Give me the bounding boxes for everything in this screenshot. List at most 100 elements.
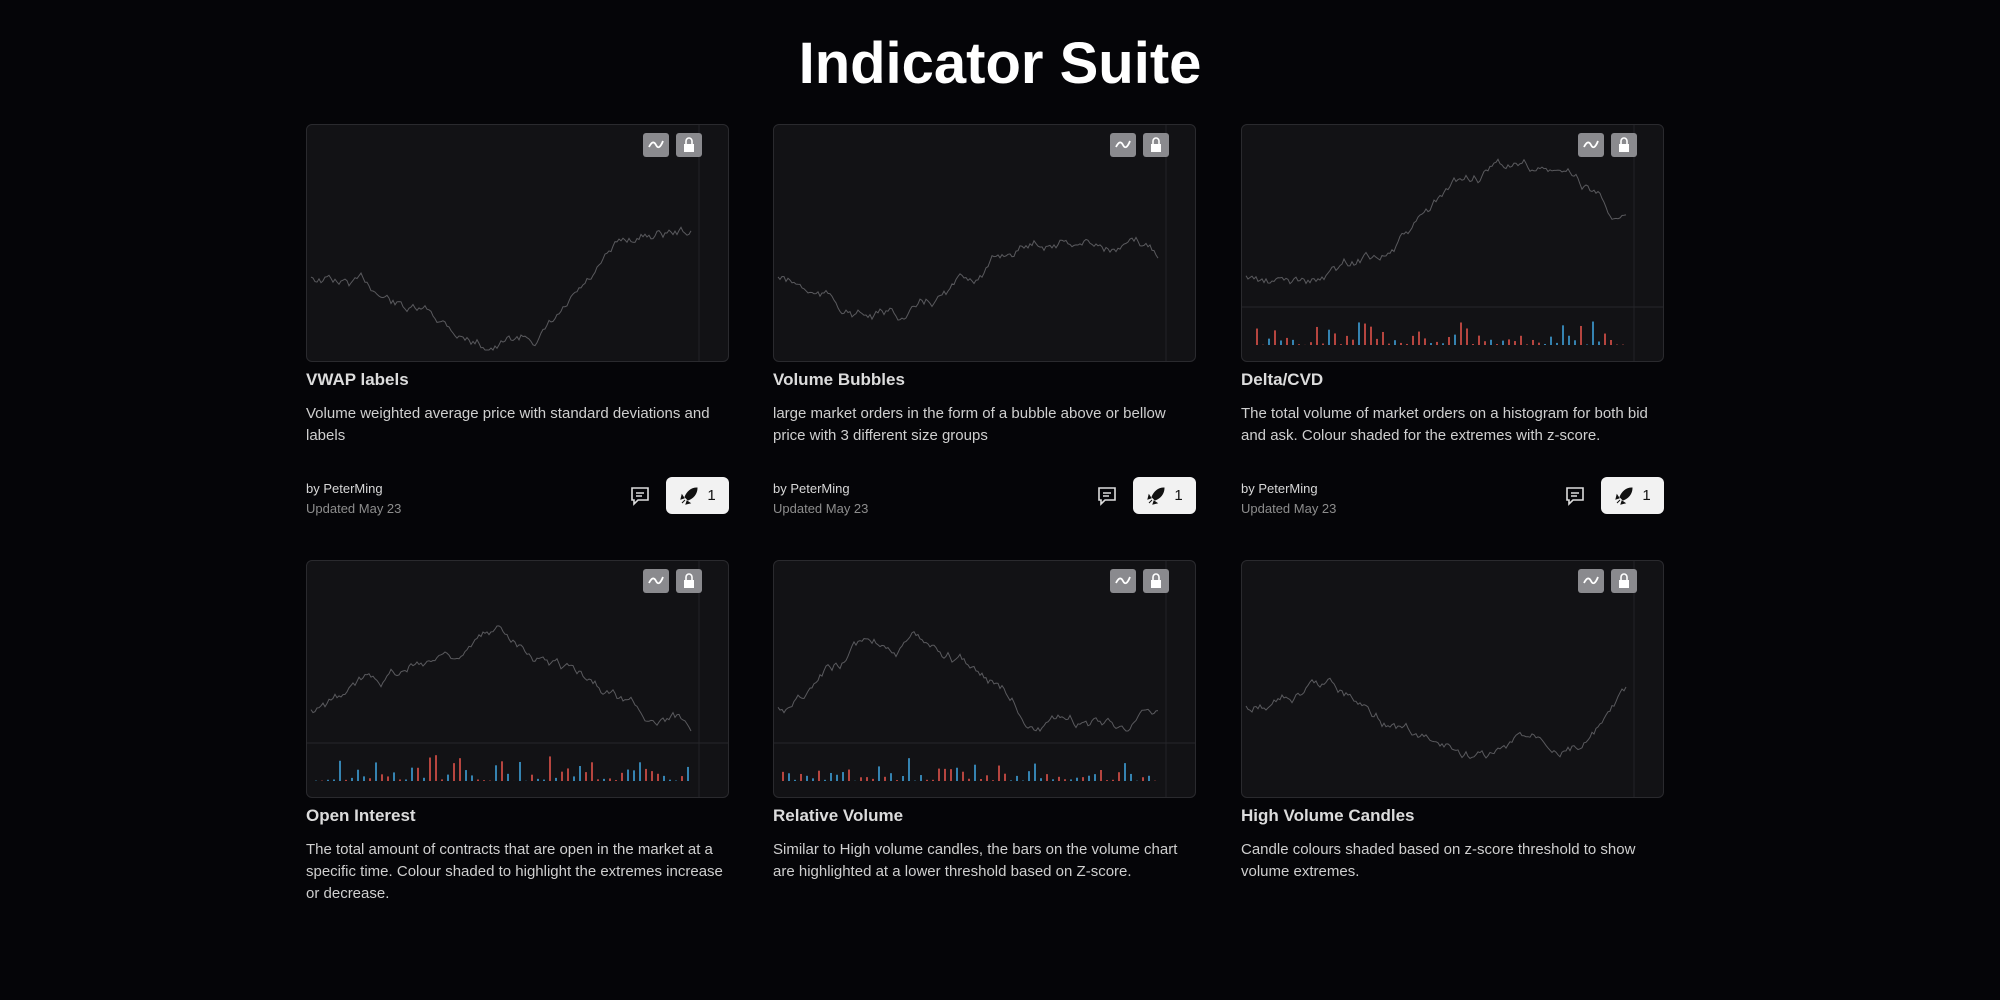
card-title[interactable]: Delta/CVD <box>1241 370 1324 389</box>
histogram-bar <box>1394 340 1396 345</box>
chart-thumbnail[interactable] <box>306 560 729 798</box>
card-description: Volume weighted average price with stand… <box>306 405 710 444</box>
histogram-bar <box>992 780 994 781</box>
histogram-bar <box>1130 773 1132 781</box>
lock-icon[interactable] <box>1143 569 1169 593</box>
histogram-bar <box>363 776 365 781</box>
histogram-bar <box>681 776 683 781</box>
comment-button[interactable] <box>1096 485 1118 507</box>
lock-icon[interactable] <box>676 569 702 593</box>
histogram-bar <box>507 773 509 781</box>
histogram-bar <box>896 780 898 781</box>
indicator-icon[interactable] <box>1110 569 1136 593</box>
indicator-card[interactable]: Volume Bubbles large market orders in the… <box>773 124 1196 516</box>
histogram-bar <box>1418 331 1420 345</box>
comment-button[interactable] <box>1564 485 1586 507</box>
histogram-bar <box>1412 335 1414 345</box>
histogram-bar <box>597 779 599 781</box>
histogram-bar <box>890 773 892 781</box>
histogram-bar <box>447 774 449 781</box>
histogram-bar <box>1268 338 1270 345</box>
indicator-card[interactable]: High Volume Candles Candle colours shaded… <box>1241 560 1664 883</box>
lock-icon[interactable] <box>1611 569 1637 593</box>
histogram-bar <box>1124 763 1126 781</box>
histogram-bar <box>1316 326 1318 345</box>
histogram-bar <box>836 774 838 781</box>
chart-thumbnail[interactable] <box>306 124 729 362</box>
histogram-bar <box>1430 343 1432 345</box>
lock-icon[interactable] <box>1611 133 1637 157</box>
lock-body <box>684 144 694 152</box>
chart-thumbnail[interactable] <box>1241 124 1664 362</box>
histogram-bar <box>932 779 934 781</box>
histogram-bar <box>621 772 623 781</box>
author[interactable]: by PeterMing <box>306 481 383 496</box>
histogram-bar <box>1466 328 1468 345</box>
boost-count: 1 <box>1642 487 1651 504</box>
indicator-icon[interactable] <box>643 569 669 593</box>
histogram-bar <box>1298 344 1300 345</box>
card-title[interactable]: Relative Volume <box>773 806 904 825</box>
histogram-bar <box>561 771 563 781</box>
chart-thumbnail[interactable] <box>773 560 1196 798</box>
lock-body <box>1151 144 1161 152</box>
rocket-icon <box>1147 486 1165 505</box>
price-line <box>1245 677 1627 760</box>
indicator-icon[interactable] <box>1578 133 1604 157</box>
histogram-bar <box>956 767 958 781</box>
histogram-bar <box>1010 780 1012 781</box>
boost-button[interactable]: 1 <box>1601 477 1664 514</box>
histogram-bar <box>555 777 557 781</box>
author[interactable]: by PeterMing <box>1241 481 1318 496</box>
histogram-bar <box>1568 335 1570 345</box>
histogram-bar <box>1088 775 1090 781</box>
rocket <box>1615 486 1633 505</box>
card-title[interactable]: High Volume Candles <box>1241 806 1415 825</box>
histogram-bar <box>1604 333 1606 345</box>
indicator-icon[interactable] <box>1110 133 1136 157</box>
histogram-bar <box>399 779 401 781</box>
indicator-card[interactable]: VWAP labels Volume weighted average price… <box>306 124 729 516</box>
author[interactable]: by PeterMing <box>773 481 850 496</box>
histogram-bar <box>1592 321 1594 345</box>
indicator-card[interactable]: Relative Volume Similar to High volume ca… <box>773 560 1196 883</box>
histogram-bar <box>651 771 653 781</box>
histogram-bar <box>986 775 988 781</box>
price-line <box>1245 158 1627 285</box>
chart-thumbnail[interactable] <box>773 124 1196 362</box>
histogram-bar <box>1082 777 1084 781</box>
boost-button[interactable]: 1 <box>1133 477 1196 514</box>
lock-shackle <box>1152 573 1160 580</box>
indicator-card[interactable]: Delta/CVD The total volume of market orde… <box>1241 124 1664 516</box>
histogram-bar <box>1538 342 1540 345</box>
histogram-bar <box>1064 779 1066 781</box>
histogram-bar <box>812 778 814 781</box>
card-title[interactable]: VWAP labels <box>306 370 409 389</box>
chart-thumbnail[interactable] <box>1241 560 1664 798</box>
histogram-bar <box>501 761 503 781</box>
lock-icon[interactable] <box>1143 133 1169 157</box>
histogram-bar <box>549 756 551 781</box>
histogram-bar <box>1058 776 1060 781</box>
histogram-bar <box>818 770 820 781</box>
indicator-card[interactable]: Open Interest The total amount of contrac… <box>306 560 729 905</box>
indicator-icon[interactable] <box>1578 569 1604 593</box>
histogram-bar <box>459 758 461 781</box>
card-footer: by PeterMing Updated May 23 1 <box>306 477 729 517</box>
histogram-bar <box>579 766 581 781</box>
histogram-bar <box>495 765 497 781</box>
indicator-icon[interactable] <box>643 133 669 157</box>
histogram-bar <box>1004 773 1006 781</box>
histogram-bar <box>429 757 431 781</box>
comment-button[interactable] <box>629 485 651 507</box>
card-title[interactable]: Open Interest <box>306 806 416 825</box>
histogram-bar <box>1484 341 1486 345</box>
histogram-bar <box>1118 772 1120 781</box>
card-footer: by PeterMing Updated May 23 1 <box>1241 477 1664 517</box>
histogram-bar <box>1286 337 1288 345</box>
histogram-bar <box>920 775 922 781</box>
lock-icon[interactable] <box>676 133 702 157</box>
card-title[interactable]: Volume Bubbles <box>773 370 905 389</box>
boost-button[interactable]: 1 <box>666 477 729 514</box>
